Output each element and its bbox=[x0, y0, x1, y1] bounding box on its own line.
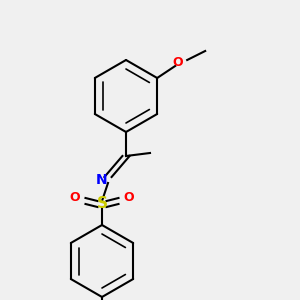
Text: N: N bbox=[96, 173, 108, 187]
Text: O: O bbox=[124, 191, 134, 205]
Text: O: O bbox=[70, 191, 80, 205]
Text: O: O bbox=[173, 56, 184, 70]
Text: S: S bbox=[97, 196, 107, 211]
